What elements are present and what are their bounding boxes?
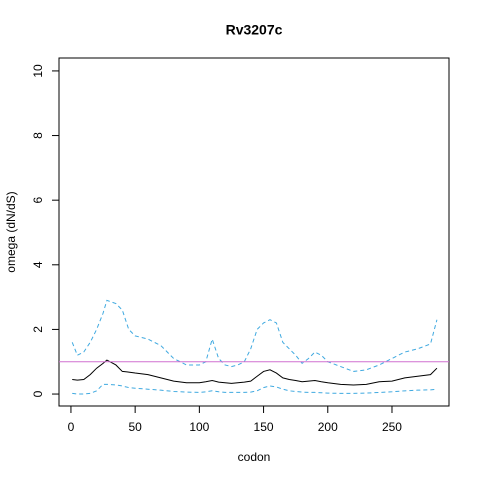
y-tick-label: 4 bbox=[31, 261, 45, 268]
y-tick-label: 10 bbox=[31, 64, 45, 78]
x-tick-label: 200 bbox=[318, 420, 338, 434]
y-tick-label: 6 bbox=[31, 197, 45, 204]
x-axis-label: codon bbox=[238, 450, 271, 464]
x-tick-label: 250 bbox=[382, 420, 402, 434]
x-tick-label: 100 bbox=[189, 420, 209, 434]
x-tick-label: 0 bbox=[68, 420, 75, 434]
y-axis-label: omega (dN/dS) bbox=[4, 191, 18, 272]
series-line bbox=[72, 383, 437, 395]
y-tick-label: 0 bbox=[31, 390, 45, 397]
x-tick-label: 150 bbox=[254, 420, 274, 434]
y-tick-label: 8 bbox=[31, 132, 45, 139]
chart-title: Rv3207c bbox=[226, 22, 283, 38]
series-line bbox=[71, 299, 438, 372]
x-tick-label: 50 bbox=[128, 420, 142, 434]
series-line bbox=[72, 359, 438, 386]
y-tick-label: 2 bbox=[31, 326, 45, 333]
